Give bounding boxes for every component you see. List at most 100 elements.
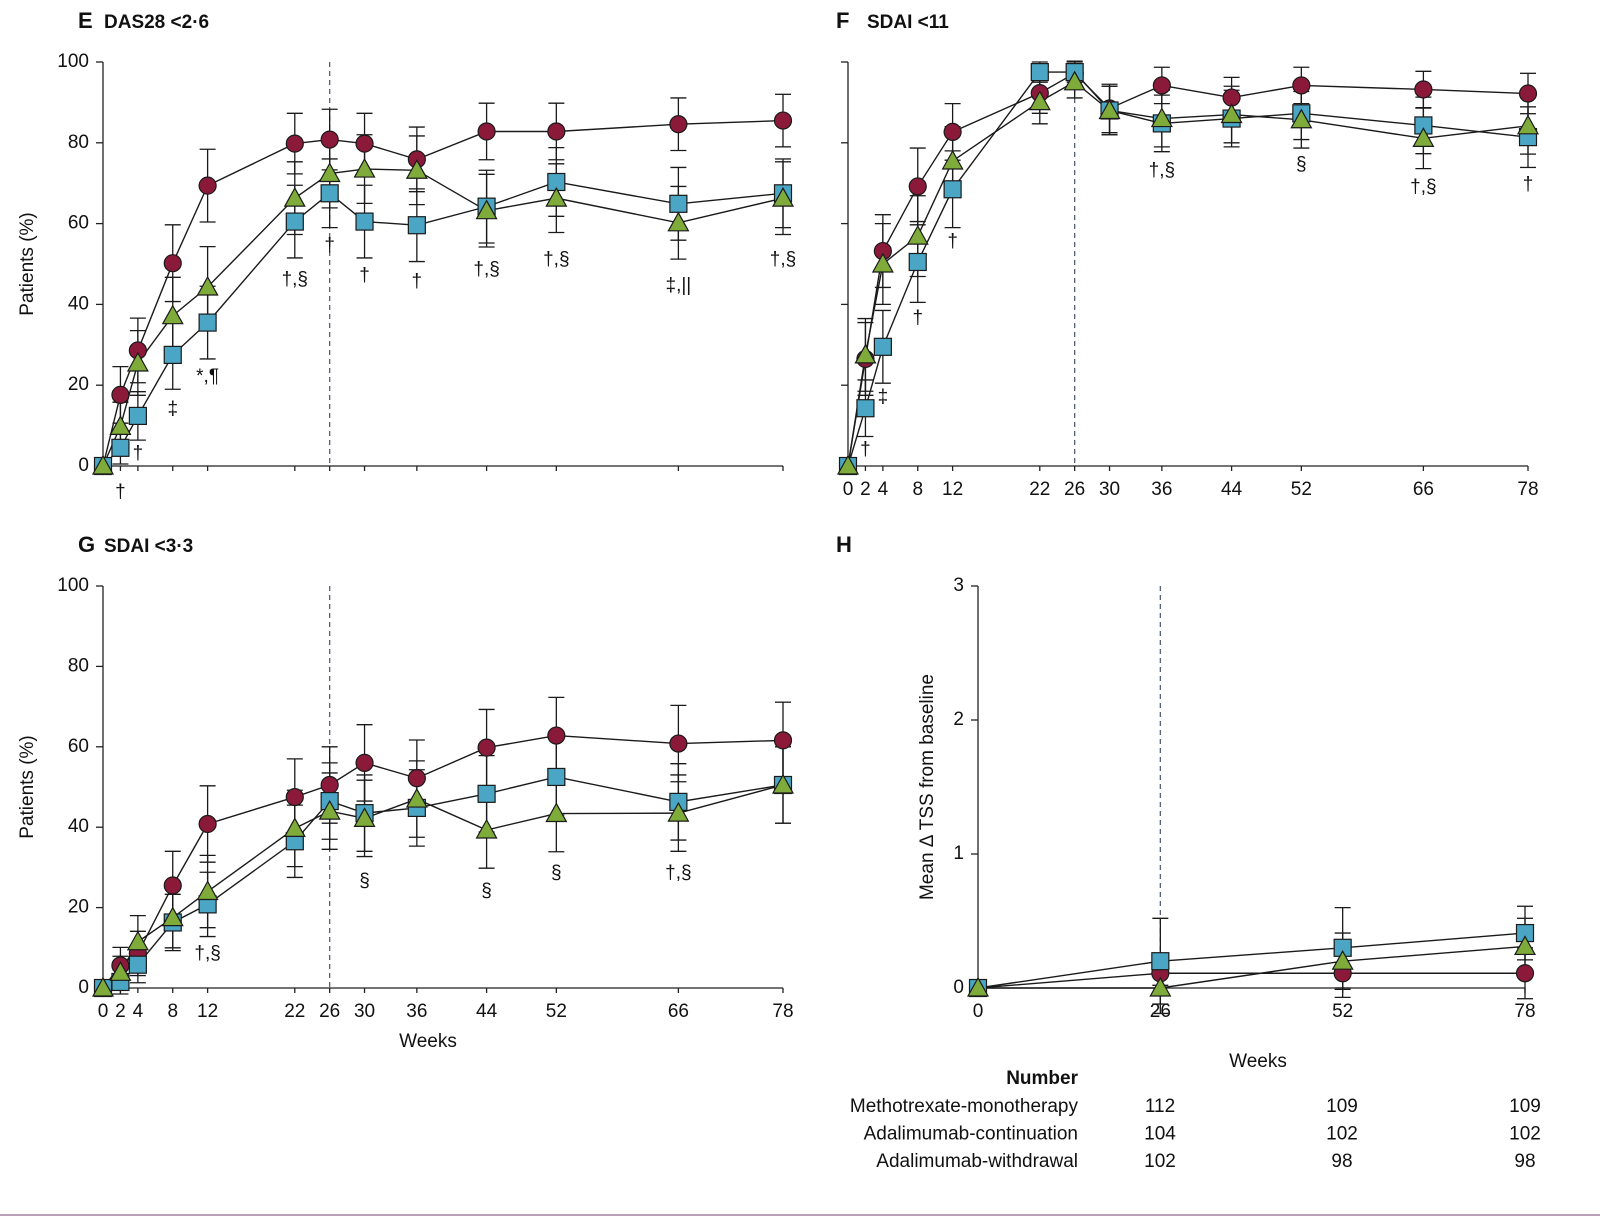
significance-marker: † — [133, 443, 144, 464]
x-tick-label: 26 — [319, 1001, 340, 1022]
data-point-mtx — [943, 122, 962, 141]
data-point-wd — [1028, 90, 1051, 111]
significance-marker: †,§ — [282, 269, 308, 290]
data-point-cont — [128, 406, 147, 426]
panel-title: DAS28 <2·6 — [104, 12, 209, 33]
data-point-mtx — [1152, 76, 1171, 95]
data-point-mtx — [1518, 84, 1538, 103]
y-tick-label: 1 — [953, 843, 964, 864]
data-point-wd — [318, 162, 341, 183]
data-point-mtx — [547, 726, 566, 745]
x-axis-label: Weeks — [1229, 1051, 1287, 1072]
data-point-mtx — [477, 122, 496, 141]
data-point-mtx — [773, 111, 793, 130]
data-point-wd — [1412, 127, 1435, 147]
data-point-wd — [353, 157, 376, 178]
data-point-cont — [669, 194, 688, 213]
significance-marker: † — [860, 439, 871, 460]
data-point-mtx — [773, 731, 793, 750]
x-tick-label: 12 — [942, 479, 963, 500]
table-cell: 98 — [1331, 1151, 1352, 1172]
x-tick-label: 0 — [98, 1001, 109, 1022]
x-tick-label: 78 — [1517, 479, 1538, 500]
data-point-wd — [667, 801, 690, 822]
data-point-cont — [320, 184, 339, 203]
significance-marker: § — [1296, 154, 1307, 175]
data-point-wd — [771, 773, 795, 794]
data-point-wd — [1290, 108, 1313, 129]
data-point-wd — [161, 304, 184, 325]
x-tick-label: 66 — [1413, 479, 1434, 500]
data-point-wd — [405, 159, 428, 179]
data-point-wd — [475, 199, 498, 220]
data-point-wd — [1150, 107, 1173, 128]
data-point-cont — [198, 313, 217, 332]
significance-marker: † — [947, 231, 958, 252]
data-point-wd — [1149, 976, 1172, 997]
number-at-risk-table: Number Methotrexate-monotherapy 112 109 109 A… — [850, 1068, 1541, 1172]
table-cell: 102 — [1509, 1124, 1541, 1145]
table-cell: 112 — [1145, 1096, 1175, 1117]
y-tick-label: 80 — [68, 132, 89, 153]
x-tick-label: 44 — [476, 1001, 498, 1022]
data-point-cont — [547, 767, 566, 787]
data-point-wd — [871, 252, 894, 273]
data-point-mtx — [669, 734, 688, 753]
y-tick-label: 2 — [953, 709, 964, 730]
data-point-wd — [91, 454, 115, 475]
significance-marker: † — [324, 235, 335, 256]
data-point-mtx — [477, 738, 496, 757]
significance-marker: †,§ — [1410, 176, 1436, 197]
significance-marker: †,§ — [473, 259, 499, 280]
data-point-wd — [771, 186, 795, 207]
data-point-mtx — [547, 122, 566, 141]
error-bars — [857, 60, 1536, 438]
significance-marker: †,§ — [770, 249, 796, 270]
significance-marker: § — [481, 881, 492, 902]
x-tick-label: 0 — [973, 1001, 984, 1022]
series-line-wd — [978, 945, 1526, 989]
x-tick-label: 52 — [1332, 1001, 1353, 1022]
data-point-wd — [161, 906, 184, 927]
data-point-wd — [941, 149, 964, 170]
data-point-wd — [836, 454, 860, 475]
data-point-wd — [545, 186, 568, 207]
x-tick-label: 30 — [354, 1001, 375, 1022]
data-point-wd — [966, 976, 990, 997]
table-cell: 102 — [1326, 1124, 1358, 1145]
data-point-cont — [1151, 952, 1170, 971]
table-cell: 102 — [1144, 1151, 1176, 1172]
data-point-wd — [283, 817, 306, 838]
markers — [91, 111, 795, 476]
data-point-mtx — [111, 385, 130, 404]
data-point-mtx — [1515, 964, 1535, 983]
data-point-cont — [477, 784, 496, 803]
panel-f: F SDAI <11 0 2 4 8 12 22 26 30 36 44 52 66 78 † ‡ † † †,§ § †… — [836, 8, 1540, 500]
x-tick-label: 4 — [133, 1001, 144, 1022]
y-tick-label: 0 — [78, 977, 89, 998]
data-point-wd — [196, 275, 219, 296]
x-axis-label: Weeks — [399, 1031, 457, 1052]
y-tick-label: 60 — [68, 736, 89, 757]
x-tick-label: 36 — [1151, 479, 1172, 500]
data-point-wd — [126, 351, 149, 372]
significance-marker: †,§ — [1149, 160, 1175, 181]
data-point-cont — [355, 212, 374, 231]
data-point-mtx — [1414, 80, 1433, 99]
significance-marker: ‡ — [878, 386, 889, 407]
data-point-cont — [873, 337, 892, 356]
data-point-wd — [906, 224, 929, 245]
significance-marker: † — [412, 271, 423, 292]
table-cell: 104 — [1144, 1124, 1176, 1145]
panel-title: SDAI <3·3 — [104, 536, 193, 557]
x-tick-label: 78 — [1514, 1001, 1535, 1022]
significance-marker: †,§ — [543, 249, 569, 270]
panel-letter: E — [78, 8, 93, 33]
data-point-cont — [407, 216, 426, 235]
data-point-mtx — [320, 130, 339, 149]
data-point-wd — [854, 343, 877, 364]
data-point-wd — [196, 880, 219, 901]
x-tick-label: 78 — [772, 1001, 793, 1022]
